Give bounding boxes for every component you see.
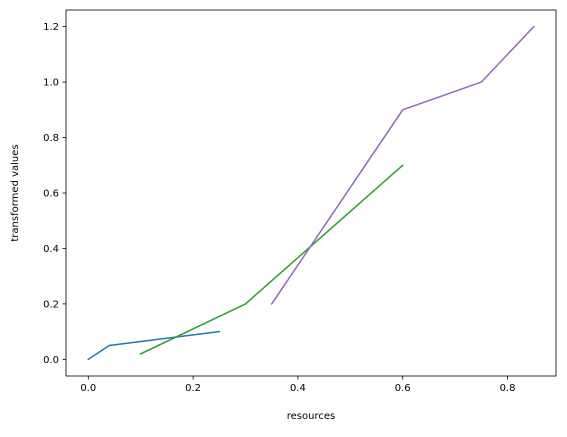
x-tick-label: 0.6: [395, 383, 411, 394]
x-axis-label: resources: [287, 411, 335, 422]
y-tick-label: 0.8: [43, 133, 59, 144]
series-line-1: [87, 330, 221, 361]
series-line-3: [270, 25, 535, 305]
y-axis-ticks: 0.0 0.2 0.4 0.6 0.8 1.0 1.2: [43, 22, 66, 366]
y-tick-label: 0.0: [43, 355, 59, 366]
x-tick-label: 0.4: [290, 383, 306, 394]
y-tick-label: 0.2: [43, 299, 59, 310]
x-tick-label: 0.2: [185, 383, 201, 394]
x-axis-ticks: 0.0 0.2 0.4 0.6 0.8: [80, 376, 515, 394]
series-layer: [87, 25, 535, 361]
x-tick-label: 0.0: [80, 383, 96, 394]
y-tick-label: 1.2: [43, 22, 59, 33]
x-tick-label: 0.8: [500, 383, 516, 394]
y-tick-label: 0.4: [43, 244, 59, 255]
y-tick-label: 0.6: [43, 189, 59, 200]
series-line-2: [139, 164, 404, 355]
plot-frame: [65, 9, 557, 377]
y-tick-label: 1.0: [43, 78, 59, 89]
y-axis-label: transformed values: [10, 144, 21, 241]
